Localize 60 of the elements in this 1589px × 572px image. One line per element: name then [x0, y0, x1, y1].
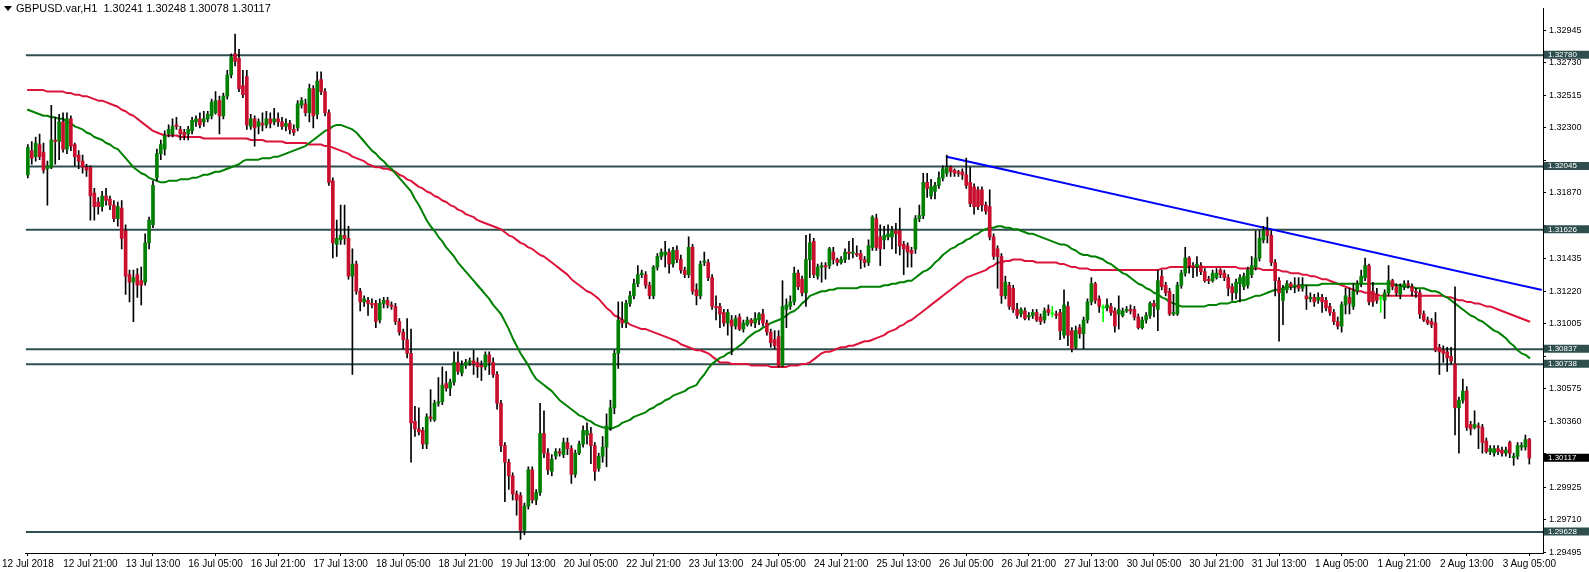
candlestick	[366, 297, 370, 316]
text: 1.30117	[1548, 452, 1577, 462]
x-tick-label: 12 Jul 2018	[2, 557, 55, 569]
candlestick	[1152, 300, 1156, 318]
x-tick-label: 12 Jul 21:00	[63, 557, 119, 569]
ref-line-label: 1.32780	[1548, 50, 1578, 59]
candlestick	[272, 107, 277, 126]
chart-title: GBPUSD.var,H1 1.30241 1.30248 1.30078 1.30117	[16, 2, 271, 15]
x-tick-label: 30 Jul 05:00	[1126, 557, 1182, 569]
ref-line-label: 1.30738	[1548, 358, 1578, 368]
y-tick-label: 1.31870	[1549, 187, 1582, 198]
candlestick	[851, 238, 855, 259]
candlestick	[663, 241, 668, 268]
x-tick-label: 19 Jul 13:00	[501, 557, 557, 569]
candlestick	[1292, 277, 1297, 294]
y-tick-label: 1.29495	[1549, 546, 1582, 557]
x-tick-label: 25 Jul 13:00	[876, 557, 932, 569]
x-tick-label: 1 Aug 05:00	[1314, 557, 1369, 569]
ref-line-label: 1.31626	[1548, 224, 1578, 234]
candlestick	[1320, 293, 1324, 313]
x-tick-label: 16 Jul 21:00	[250, 557, 306, 569]
candlestick	[1238, 274, 1242, 303]
candlestick	[1195, 256, 1199, 277]
x-tick-label: 30 Jul 21:00	[1189, 557, 1245, 569]
x-tick-label: 1 Aug 21:00	[1377, 557, 1432, 569]
y-tick-label: 1.29925	[1549, 481, 1582, 492]
x-tick-label: 22 Jul 21:00	[626, 557, 682, 569]
candlestick	[1116, 295, 1121, 330]
candlestick	[53, 116, 58, 165]
x-tick-label: 26 Jul 21:00	[1001, 557, 1057, 569]
y-tick-label: 1.30575	[1549, 383, 1582, 394]
x-tick-label: 31 Jul 13:00	[1251, 557, 1307, 569]
x-tick-label: 20 Jul 05:00	[563, 557, 619, 569]
y-tick-label: 1.31220	[1549, 285, 1582, 296]
ref-line-label: 1.32045	[1548, 161, 1578, 171]
x-tick-label: 23 Jul 13:00	[688, 557, 744, 569]
y-tick-label: 1.32515	[1549, 89, 1582, 100]
y-tick-label: 1.30360	[1549, 415, 1582, 426]
y-tick-label: 1.29710	[1549, 514, 1582, 525]
x-tick-label: 26 Jul 05:00	[939, 557, 994, 569]
y-tick-label: 1.32945	[1549, 24, 1582, 35]
x-tick-label: 3 Aug 05:00	[1502, 557, 1557, 569]
x-tick-label: 27 Jul 13:00	[1064, 557, 1120, 569]
x-tick-label: 24 Jul 21:00	[813, 557, 869, 569]
candlestick	[894, 222, 898, 254]
x-tick-label: 24 Jul 05:00	[751, 557, 807, 569]
y-tick-label: 1.31005	[1549, 318, 1582, 329]
x-tick-label: 17 Jul 13:00	[313, 557, 369, 569]
candlestick	[847, 241, 851, 260]
ref-line-label: 1.29628	[1548, 526, 1578, 536]
ref-line-label: 1.30837	[1548, 343, 1578, 353]
x-tick-label: 18 Jul 05:00	[375, 557, 431, 569]
y-tick-label: 1.32300	[1549, 122, 1582, 133]
x-tick-label: 18 Jul 21:00	[438, 557, 494, 569]
x-tick-label: 16 Jul 05:00	[188, 557, 244, 569]
y-tick-label: 1.32730	[1549, 57, 1582, 68]
y-tick-label: 1.31435	[1549, 253, 1582, 264]
candlestick	[276, 112, 280, 127]
x-tick-label: 13 Jul 13:00	[125, 557, 181, 569]
x-tick-label: 2 Aug 13:00	[1440, 557, 1494, 569]
